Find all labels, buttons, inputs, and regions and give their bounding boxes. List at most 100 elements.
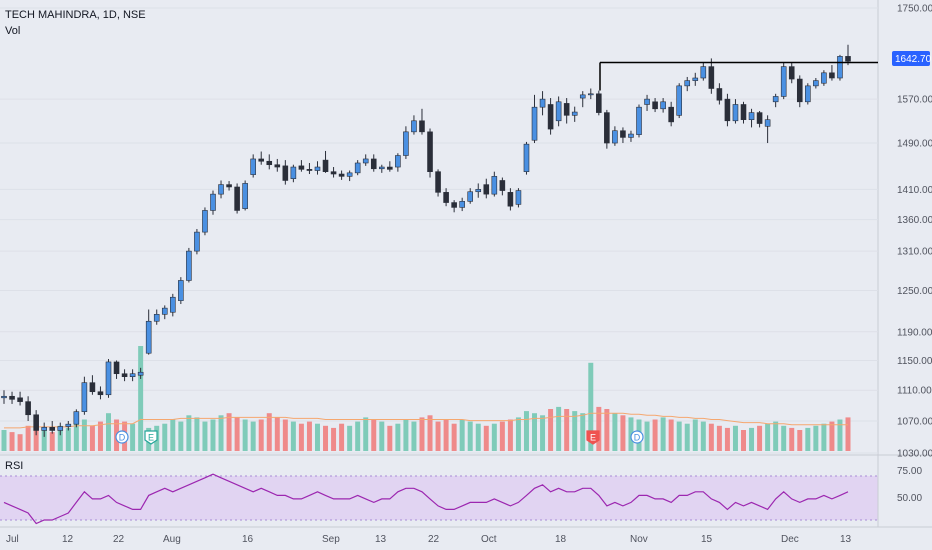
volume-bar	[202, 421, 208, 451]
candle	[65, 421, 72, 431]
event-marker-d[interactable]: D	[115, 430, 129, 444]
event-marker-e[interactable]: E	[586, 430, 600, 445]
event-marker-e[interactable]: E	[144, 430, 158, 445]
event-marker-label: E	[590, 433, 596, 443]
candle	[443, 188, 449, 207]
candle-body	[250, 158, 256, 175]
price-tick-label: 1190.00	[897, 327, 932, 338]
volume-bar	[411, 421, 417, 451]
candle-body	[491, 176, 498, 195]
price-tick-label: 1110.00	[897, 386, 932, 397]
volume-bar	[1, 430, 7, 451]
candle	[202, 207, 208, 236]
volume-bar	[596, 406, 602, 451]
candle-body	[435, 171, 441, 193]
volume-bar	[515, 417, 521, 451]
candle	[419, 108, 425, 135]
candle	[178, 277, 184, 305]
candle	[153, 309, 160, 325]
candle-body	[145, 320, 152, 354]
volume-bar	[323, 425, 329, 451]
rsi-level-50: 50.00	[897, 493, 922, 504]
candle	[290, 164, 297, 183]
candle-body	[668, 106, 674, 123]
candle	[507, 188, 514, 211]
candle	[81, 376, 88, 415]
candle	[194, 228, 200, 255]
time-axis: Jul 12 22 Aug 16 Sep 13 22 Oct 18 Nov 15 Dec 13	[6, 534, 852, 545]
volume-bar	[781, 425, 787, 451]
price-tick-label: 1570.00	[897, 95, 932, 106]
volume-bar	[491, 423, 497, 451]
volume-bar	[475, 423, 481, 451]
candle-body	[604, 112, 610, 144]
candle	[306, 162, 313, 175]
volume-bar	[741, 430, 746, 451]
candle-body	[89, 382, 96, 393]
candle-body	[427, 131, 433, 172]
volume-bar	[821, 423, 827, 451]
price-tick-label: 1410.00	[897, 185, 932, 196]
candle	[346, 170, 353, 182]
volume-bar	[186, 415, 192, 451]
candle-body	[411, 120, 417, 133]
candle-body	[113, 361, 120, 375]
rsi-legend[interactable]: RSI	[5, 460, 23, 472]
candle	[555, 96, 562, 127]
candle	[475, 183, 482, 198]
candle-body	[652, 101, 658, 110]
candle	[57, 422, 64, 436]
candle	[805, 83, 811, 105]
volume-bar	[49, 432, 55, 451]
volume-bar	[9, 432, 15, 451]
candle	[539, 91, 546, 116]
candle	[491, 171, 498, 197]
time-tick-label: Aug	[163, 534, 181, 545]
volume-bar	[692, 419, 698, 451]
candle	[314, 161, 321, 175]
candle	[652, 98, 658, 113]
time-tick-label: Nov	[630, 534, 648, 545]
event-marker-d[interactable]: D	[630, 430, 644, 444]
volume-bar	[813, 425, 819, 451]
volume-bar	[355, 421, 361, 451]
candle-body	[210, 193, 216, 211]
candle	[604, 109, 610, 149]
candle-body	[330, 171, 337, 175]
volume-bar	[314, 423, 320, 451]
volume-bar	[789, 427, 795, 451]
candle	[708, 58, 715, 94]
candle-body	[153, 314, 160, 322]
candle-body	[298, 165, 305, 170]
symbol-title[interactable]: TECH MAHINDRA, 1D, NSE	[5, 9, 146, 21]
candle-body	[475, 189, 482, 193]
candle	[362, 154, 369, 166]
volume-bar	[435, 421, 441, 451]
volume-bar	[258, 419, 264, 451]
candle-body	[644, 98, 650, 105]
volume-bar	[507, 419, 513, 451]
candle	[17, 391, 23, 406]
candle	[210, 190, 216, 215]
volume-bar	[483, 425, 489, 451]
time-tick-label: 15	[701, 534, 713, 545]
price-tick-label: 1310.00	[897, 247, 932, 258]
candle-body	[579, 94, 586, 99]
candle-body	[692, 77, 699, 81]
volume-bar	[652, 419, 658, 451]
candle-body	[137, 371, 144, 376]
volume-bar	[210, 419, 216, 451]
candle-body	[764, 119, 771, 127]
volume-ma-line	[4, 412, 848, 429]
volume-bar	[773, 421, 779, 451]
candle-body	[756, 112, 763, 124]
candle-body	[49, 427, 56, 431]
candle-body	[194, 231, 200, 252]
volume-legend[interactable]: Vol	[5, 25, 20, 37]
candle	[579, 91, 586, 108]
candle	[322, 150, 329, 173]
event-marker-label: D	[119, 433, 126, 443]
candle	[73, 409, 80, 428]
